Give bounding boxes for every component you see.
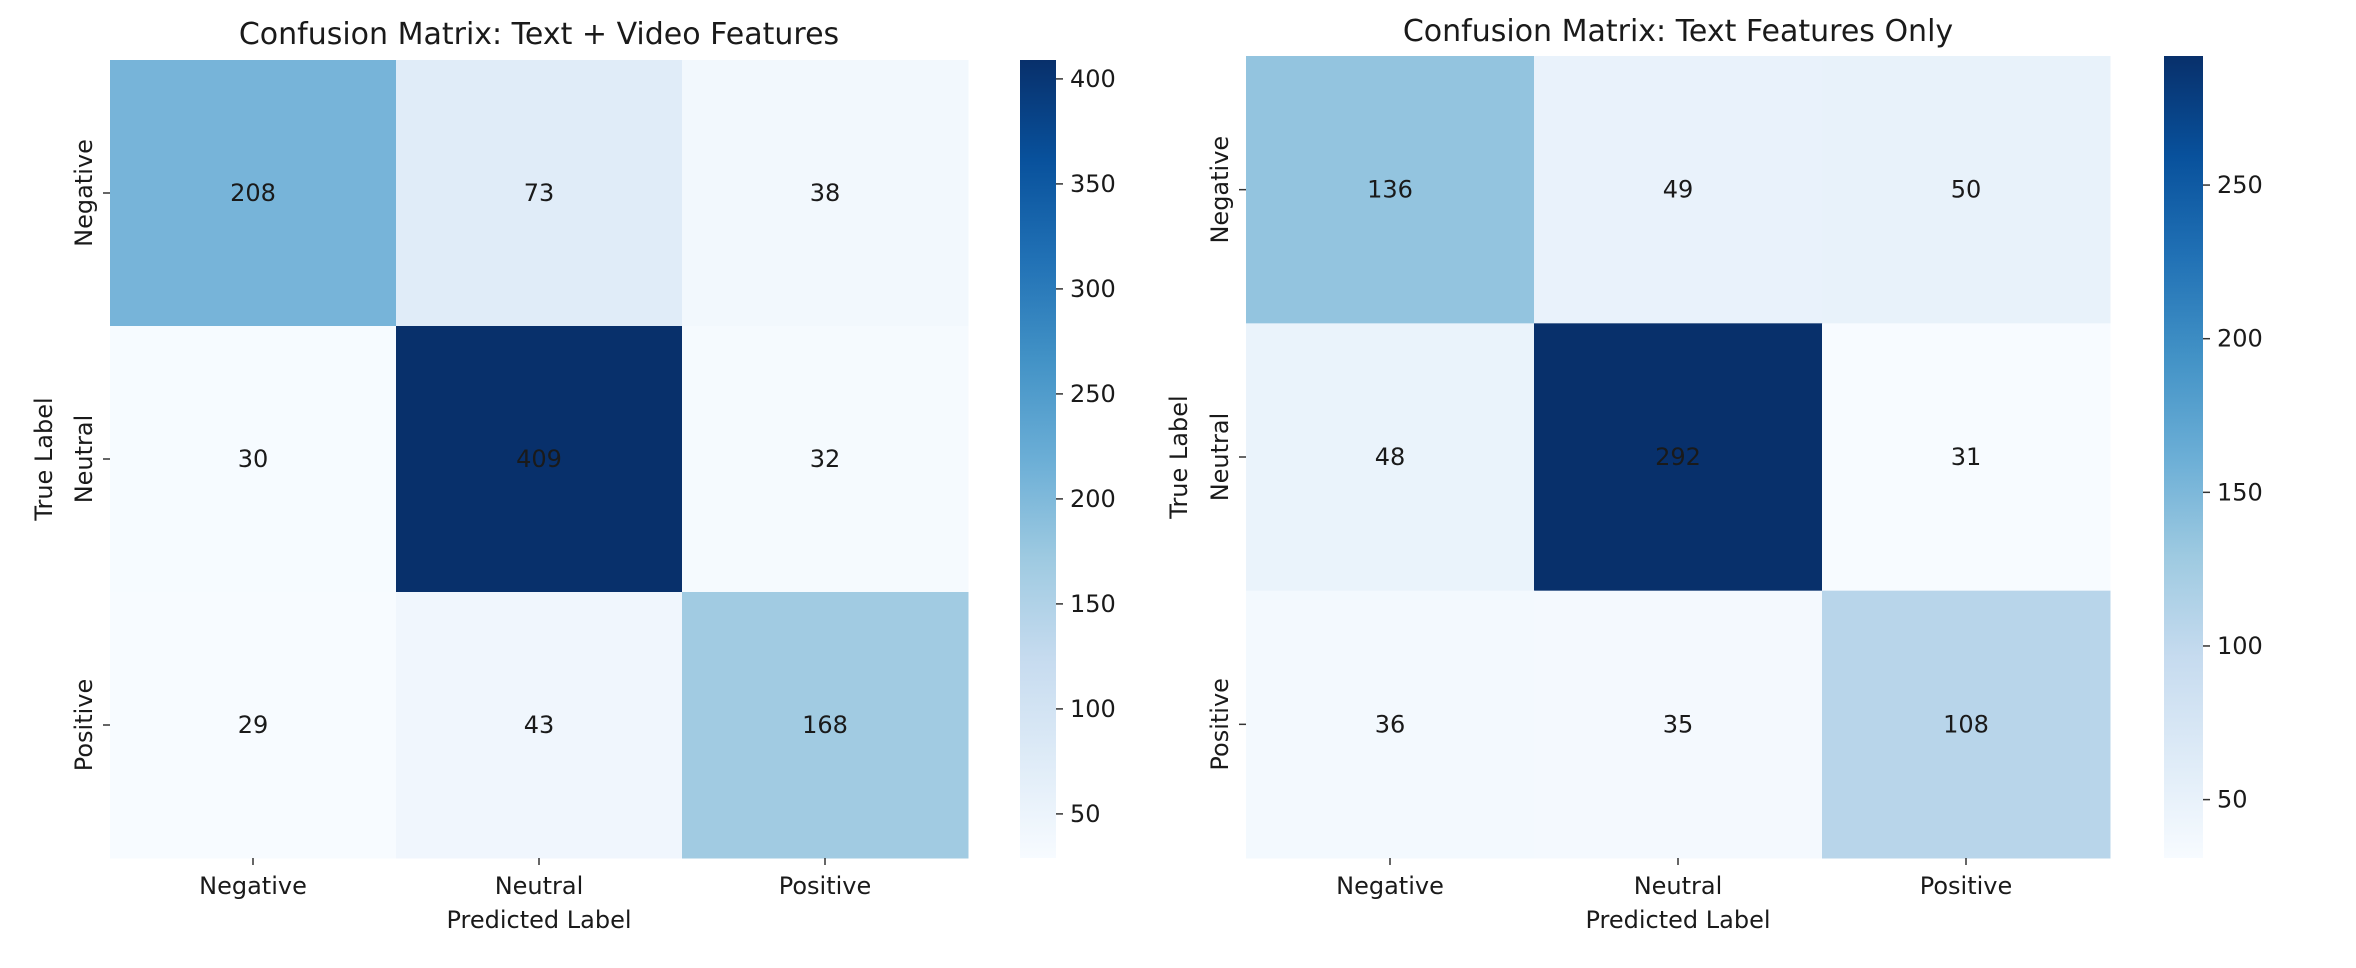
colorbar-tick-label: 200 [2217,325,2263,353]
heatmap-cell [1822,323,2111,592]
colorbar-tick-label: 50 [2217,786,2248,814]
cell-value-label: 292 [1655,443,1701,471]
cell-value-label: 35 [1663,710,1694,738]
y-tick-label-neutral: Neutral [1206,413,1234,502]
x-axis-label: Predicted Label [446,906,631,934]
cell-value-label: 43 [524,711,555,739]
heatmap-cell [1534,590,1823,859]
heatmap-cell [110,326,397,593]
colorbar [1020,60,1056,858]
heatmap-cell [110,592,397,859]
heatmap-panel-text-video: Confusion Matrix: Text + Video Features 2… [30,17,1116,934]
heatmap-cell [110,60,397,327]
colorbar-tick-label: 150 [1070,590,1116,618]
heatmap-cell [1822,56,2111,324]
x-tick-label-positive: Positive [1920,872,2013,900]
heatmap-cell [1534,323,1823,592]
colorbar-tick-label: 250 [2217,171,2263,199]
colorbar-tick-label: 300 [1070,275,1116,303]
cell-value-label: 38 [810,179,841,207]
cell-value-label: 409 [516,445,562,473]
y-tick-label-negative: Negative [1206,136,1234,244]
y-axis-label: True Label [1165,395,1193,519]
x-tick-label-positive: Positive [779,872,872,900]
colorbar-tick-label: 150 [2217,478,2263,506]
x-axis-label: Predicted Label [1585,906,1770,934]
colorbar-tick-label: 100 [2217,632,2263,660]
colorbar-tick-label: 100 [1070,695,1116,723]
colorbar-tick-label: 250 [1070,380,1116,408]
cell-value-label: 48 [1375,443,1406,471]
cell-value-label: 208 [230,179,276,207]
cell-value-label: 30 [238,445,269,473]
colorbar-tick-label: 350 [1070,170,1116,198]
cell-value-label: 168 [802,711,848,739]
cell-value-label: 50 [1951,176,1982,204]
heatmap-panel-text-only: Confusion Matrix: Text Features Only 136 4… [1165,14,2263,934]
heatmap-cell [682,60,969,327]
cell-value-label: 32 [810,445,841,473]
y-axis-label: True Label [30,397,58,521]
cell-value-label: 73 [524,179,555,207]
cell-value-label: 36 [1375,710,1406,738]
colorbar-tick-label: 50 [1070,800,1101,828]
heatmap-cell [1534,56,1823,324]
x-tick-label-neutral: Neutral [1634,872,1723,900]
chart-title: Confusion Matrix: Text + Video Features [239,17,839,52]
cell-value-label: 29 [238,711,269,739]
chart-title: Confusion Matrix: Text Features Only [1403,14,1953,49]
heatmap-cell [1246,590,1535,859]
colorbar [2164,56,2203,858]
y-tick-label-positive: Positive [70,679,98,772]
heatmap-cell [1246,56,1535,324]
heatmap-cell [682,326,969,593]
x-tick-label-neutral: Neutral [495,872,584,900]
cell-value-label: 49 [1663,176,1694,204]
heatmap-cell [1246,323,1535,592]
cell-value-label: 136 [1367,176,1413,204]
x-tick-label-negative: Negative [1336,872,1444,900]
cell-value-label: 31 [1951,443,1982,471]
y-tick-label-negative: Negative [70,139,98,247]
y-tick-label-neutral: Neutral [70,415,98,504]
x-tick-label-negative: Negative [199,872,307,900]
heatmap-cell [682,592,969,859]
colorbar-tick-label: 400 [1070,65,1116,93]
y-tick-label-positive: Positive [1206,678,1234,771]
cell-value-label: 108 [1943,710,1989,738]
colorbar-tick-label: 200 [1070,485,1116,513]
heatmap-cell [396,60,683,327]
heatmap-cell [1822,590,2111,859]
heatmap-cell [396,326,683,593]
heatmap-cell [396,592,683,859]
